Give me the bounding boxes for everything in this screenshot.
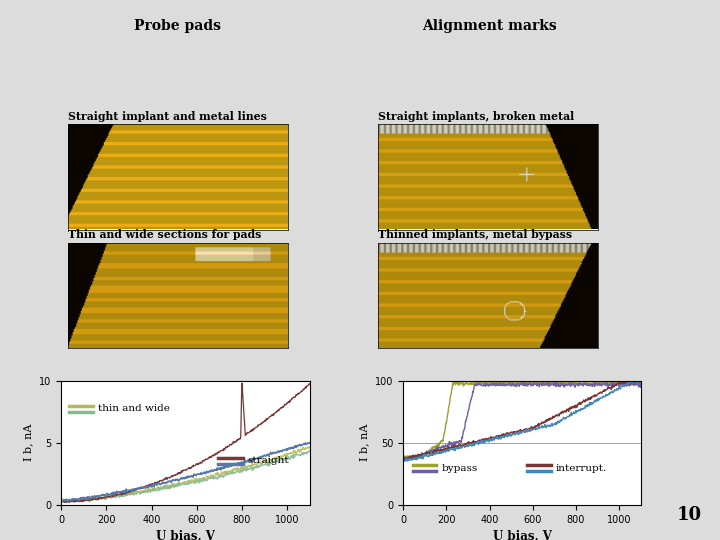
- X-axis label: U bias, V: U bias, V: [492, 530, 552, 540]
- Text: Straight implant and metal lines: Straight implant and metal lines: [68, 111, 267, 122]
- Text: thin and wide: thin and wide: [99, 404, 171, 413]
- Text: Thin and wide sections for pads: Thin and wide sections for pads: [68, 230, 262, 240]
- Text: bypass: bypass: [441, 464, 477, 472]
- Text: Alignment marks: Alignment marks: [422, 19, 557, 33]
- Text: interrupt.: interrupt.: [555, 464, 606, 472]
- Text: Thinned implants, metal bypass: Thinned implants, metal bypass: [378, 230, 572, 240]
- X-axis label: U bias, V: U bias, V: [156, 530, 215, 540]
- Text: 10: 10: [677, 506, 702, 524]
- Text: straight: straight: [248, 456, 289, 465]
- Y-axis label: I b, nA: I b, nA: [24, 424, 34, 462]
- Text: Straight implants, broken metal: Straight implants, broken metal: [378, 111, 575, 122]
- Text: Probe pads: Probe pads: [135, 19, 221, 33]
- Y-axis label: I b, nA: I b, nA: [359, 424, 369, 462]
